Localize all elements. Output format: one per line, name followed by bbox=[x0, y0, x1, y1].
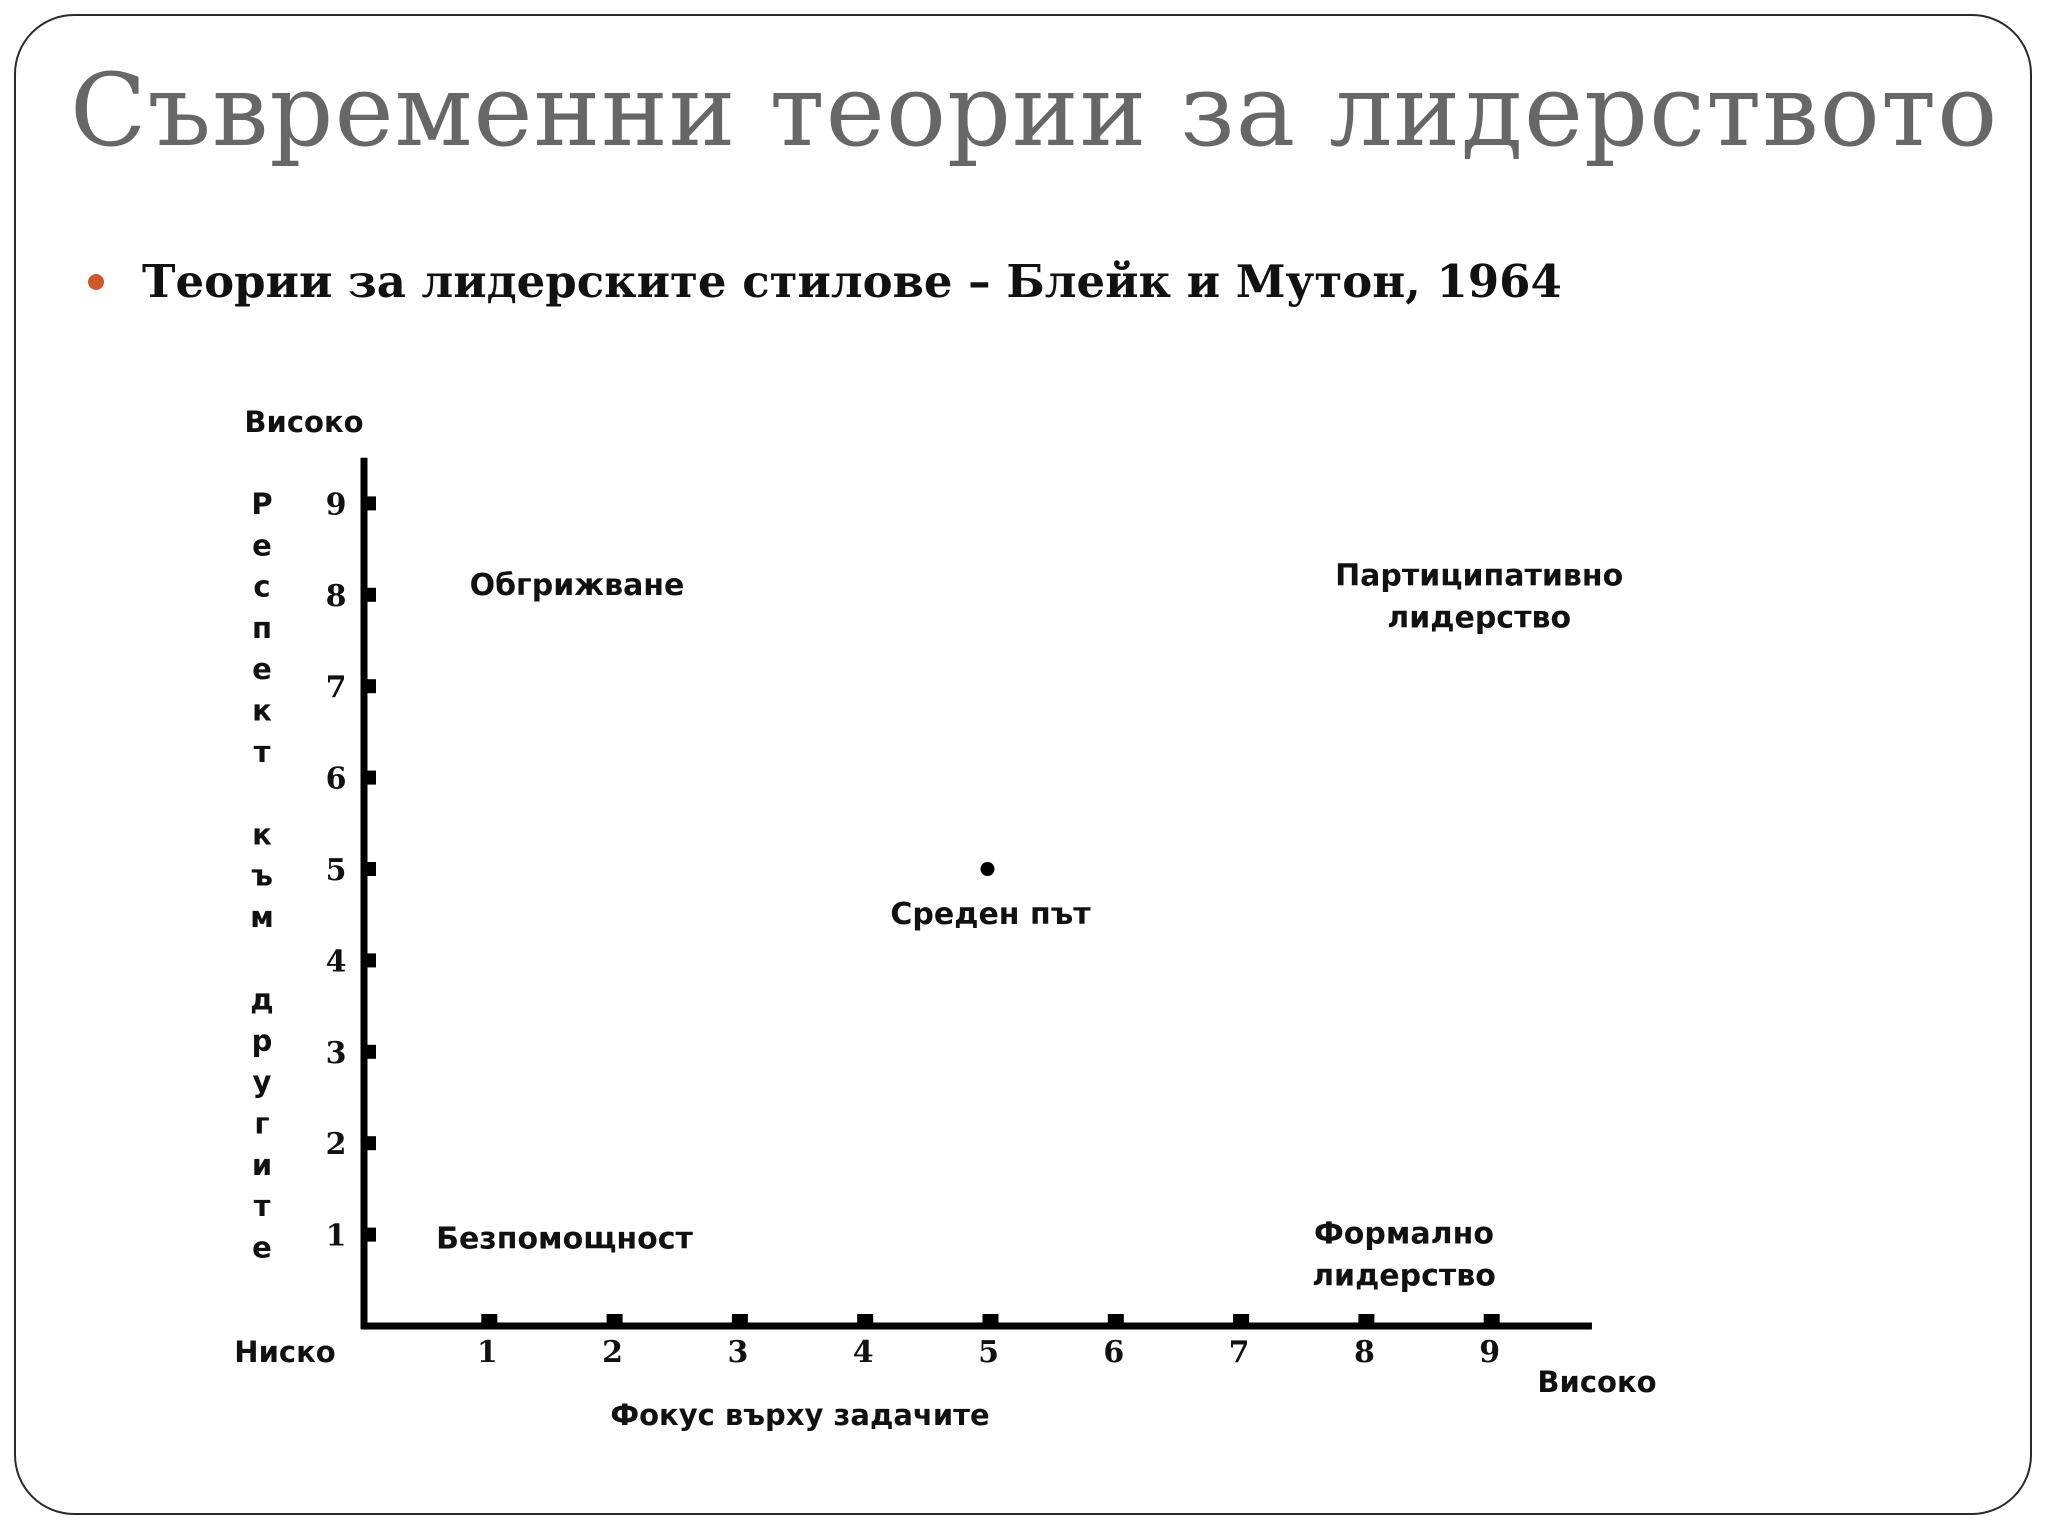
x-tick-mark bbox=[1107, 1314, 1124, 1326]
x-tick-mark bbox=[481, 1314, 498, 1326]
x-tick-mark bbox=[1483, 1314, 1500, 1326]
x-tick-label: 4 bbox=[853, 1335, 874, 1370]
x-tick-mark bbox=[731, 1314, 748, 1326]
y-tick-mark bbox=[366, 1227, 376, 1242]
x-tick-mark bbox=[1233, 1314, 1250, 1326]
y-tick-mark bbox=[366, 862, 376, 876]
slide-title: Съвременни теории за лидерството bbox=[70, 52, 1999, 169]
region-label: Среден път bbox=[890, 897, 1091, 932]
y-tick-mark bbox=[366, 1044, 376, 1059]
x-tick-label: 2 bbox=[602, 1335, 623, 1370]
y-tick-mark bbox=[366, 496, 376, 511]
slide-frame bbox=[14, 14, 2032, 1515]
x-axis-title: Фокус върху задачите bbox=[610, 1398, 989, 1432]
y-tick-label: 1 bbox=[326, 1219, 347, 1254]
y-tick-mark bbox=[366, 1136, 376, 1151]
x-tick-label: 7 bbox=[1229, 1335, 1250, 1370]
x-tick-label: 6 bbox=[1103, 1335, 1124, 1370]
y-tick-label: 8 bbox=[326, 579, 347, 614]
y-tick-label: 3 bbox=[326, 1036, 347, 1071]
x-tick-label: 8 bbox=[1354, 1335, 1375, 1370]
y-tick-mark bbox=[366, 679, 376, 694]
y-tick-mark bbox=[366, 953, 376, 968]
x-tick-label: 9 bbox=[1479, 1335, 1500, 1370]
y-tick-label: 7 bbox=[326, 670, 347, 705]
x-tick-label: 5 bbox=[978, 1335, 999, 1370]
bullet-text: Теории за лидерските стилове – Блейк и М… bbox=[142, 255, 1562, 308]
x-tick-label: 1 bbox=[477, 1335, 498, 1370]
y-tick-mark bbox=[366, 770, 376, 785]
x-tick-mark bbox=[606, 1314, 623, 1326]
x-tick-mark bbox=[1358, 1314, 1375, 1326]
y-tick-label: 6 bbox=[326, 762, 347, 797]
y-axis-high-label: Високо bbox=[244, 405, 363, 439]
region-label: Партиципативно лидерство bbox=[1335, 559, 1623, 636]
y-tick-label: 9 bbox=[326, 487, 347, 522]
region-label: Безпомощност bbox=[436, 1221, 693, 1256]
bullet-dot-icon bbox=[88, 273, 104, 290]
y-tick-label: 2 bbox=[326, 1127, 347, 1162]
x-axis-high-label: Високо bbox=[1537, 1365, 1656, 1399]
data-point bbox=[980, 862, 995, 876]
x-axis-low-label: Ниско bbox=[234, 1335, 335, 1369]
y-tick-mark bbox=[366, 587, 376, 602]
x-tick-mark bbox=[982, 1314, 999, 1326]
bullet-item: Теории за лидерските стилове – Блейк и М… bbox=[88, 255, 1562, 308]
region-label: Формално лидерство bbox=[1312, 1217, 1496, 1294]
x-tick-mark bbox=[857, 1314, 874, 1326]
x-tick-label: 3 bbox=[727, 1335, 748, 1370]
region-label: Обгрижване bbox=[470, 568, 685, 603]
y-tick-label: 4 bbox=[326, 944, 347, 979]
y-tick-label: 5 bbox=[326, 853, 347, 888]
